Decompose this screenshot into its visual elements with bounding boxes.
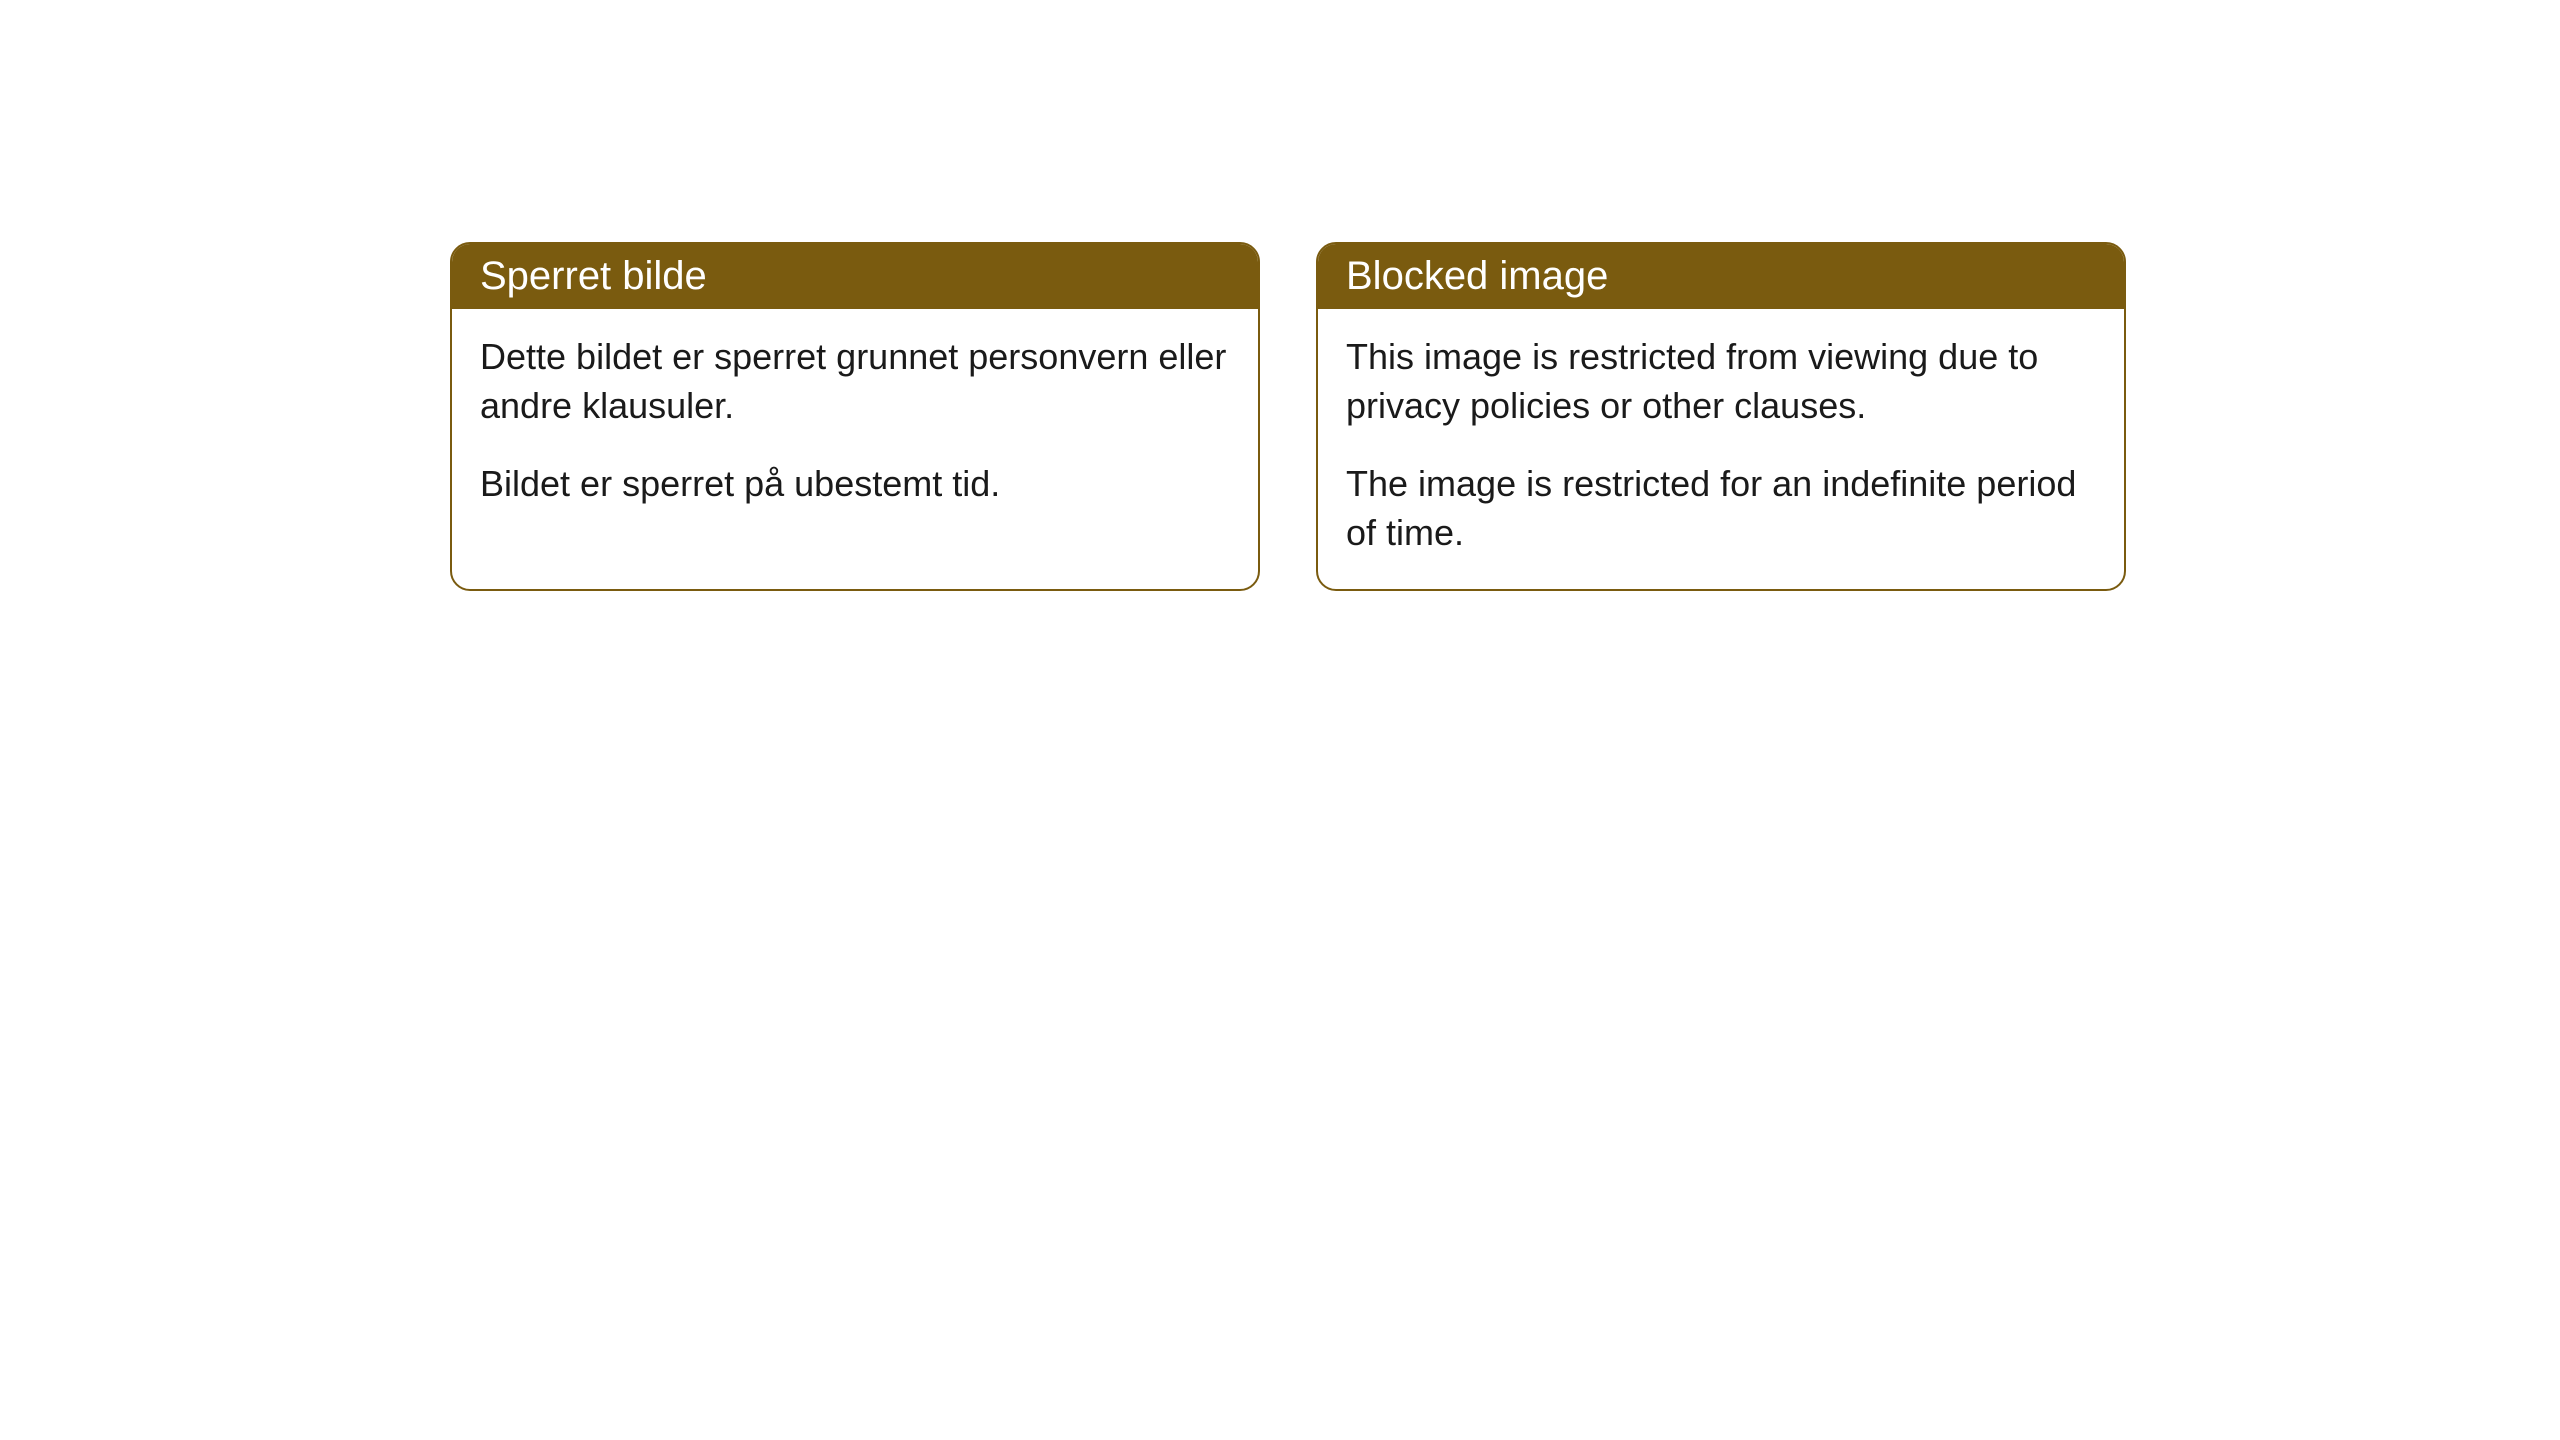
card-paragraph: This image is restricted from viewing du…	[1346, 333, 2096, 430]
card-body: Dette bildet er sperret grunnet personve…	[452, 309, 1258, 541]
card-body: This image is restricted from viewing du…	[1318, 309, 2124, 589]
card-title: Blocked image	[1346, 254, 1608, 298]
card-header: Sperret bilde	[452, 244, 1258, 309]
cards-container: Sperret bilde Dette bildet er sperret gr…	[0, 0, 2560, 591]
blocked-image-card-norwegian: Sperret bilde Dette bildet er sperret gr…	[450, 242, 1260, 591]
card-paragraph: The image is restricted for an indefinit…	[1346, 460, 2096, 557]
blocked-image-card-english: Blocked image This image is restricted f…	[1316, 242, 2126, 591]
card-paragraph: Dette bildet er sperret grunnet personve…	[480, 333, 1230, 430]
card-header: Blocked image	[1318, 244, 2124, 309]
card-title: Sperret bilde	[480, 254, 707, 298]
card-paragraph: Bildet er sperret på ubestemt tid.	[480, 460, 1230, 509]
